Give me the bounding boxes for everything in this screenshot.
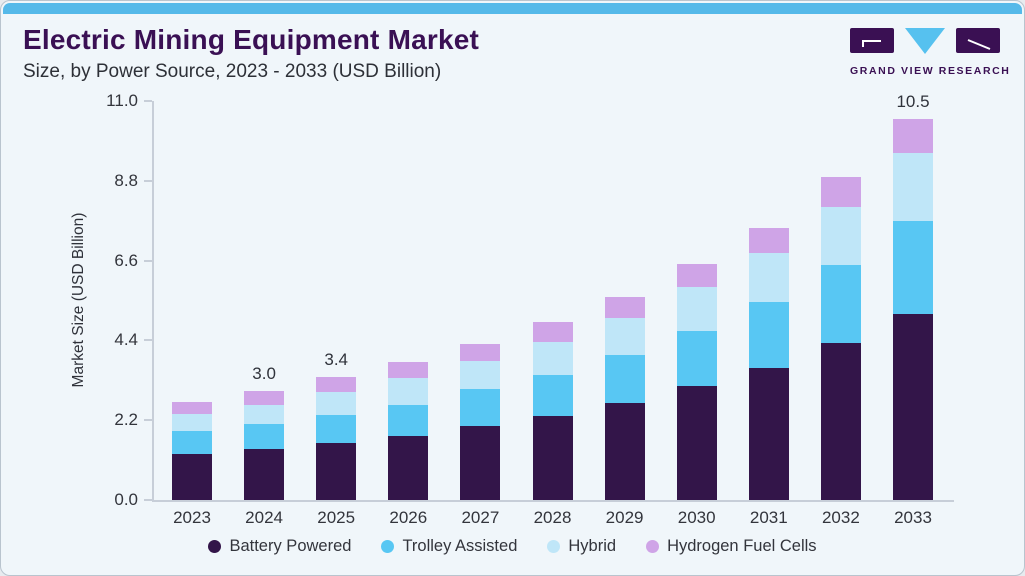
bar-segment-2027-hydrogen-fuel-cells: [460, 344, 501, 361]
x-axis-label-2032: 2032: [821, 508, 860, 527]
y-axis-tick: [144, 499, 152, 501]
y-tick-label: 8.8: [114, 170, 138, 190]
x-axis-label-2027: 2027: [461, 508, 500, 527]
legend-item-battery-powered: Battery Powered: [208, 537, 351, 556]
x-axis-label-2031: 2031: [749, 508, 788, 527]
legend-label: Trolley Assisted: [402, 537, 518, 555]
bar-segment-2023-hydrogen-fuel-cells: [172, 402, 212, 415]
y-tick-label: 11.0: [106, 91, 138, 110]
x-axis-label-2023: 2023: [173, 508, 211, 527]
legend-label: Hybrid: [568, 537, 617, 555]
bar-segment-2025-hybrid: [316, 391, 357, 416]
bar-segment-2025-battery-powered: [316, 443, 357, 500]
legend-swatch-icon: [646, 540, 660, 553]
bar-segment-2031-hybrid: [748, 253, 789, 302]
x-axis-label-2033: 2033: [894, 508, 932, 527]
bar-segment-2032-hydrogen-fuel-cells: [820, 177, 861, 207]
y-axis-tick: [144, 419, 152, 422]
bar-segment-2032-hybrid: [820, 206, 861, 265]
bar-segment-2024-hydrogen-fuel-cells: [244, 391, 285, 405]
bar-segment-2030-hybrid: [676, 287, 717, 331]
y-tick-label: 6.6: [114, 250, 138, 270]
bar-segment-2027-battery-powered: [460, 425, 501, 500]
x-axis-label-2030: 2030: [677, 508, 716, 527]
legend-item-trolley-assisted: Trolley Assisted: [381, 537, 517, 556]
bar-segment-2026-hybrid: [388, 378, 429, 405]
legend-item-hybrid: Hybrid: [547, 537, 616, 556]
bar-segment-2026-battery-powered: [388, 436, 429, 500]
bar-segment-2028-hydrogen-fuel-cells: [532, 322, 573, 342]
x-axis-label-2024: 2024: [245, 508, 283, 527]
bar-segment-2029-hydrogen-fuel-cells: [604, 296, 645, 319]
bar-segment-2031-hydrogen-fuel-cells: [748, 227, 789, 254]
y-tick-label: 4.4: [114, 330, 138, 350]
logo-marks: [850, 28, 1000, 59]
page-title: Electric Mining Equipment Market: [23, 24, 480, 55]
bar-segment-2030-trolley-assisted: [676, 330, 717, 387]
bar-segment-2027-trolley-assisted: [460, 389, 501, 426]
bar-segment-2031-battery-powered: [748, 367, 789, 500]
top-accent-bar: [3, 3, 1022, 14]
bar-segment-2033-hybrid: [893, 152, 933, 222]
logo-r-block-icon: [956, 28, 1000, 58]
page-subtitle: Size, by Power Source, 2023 - 2033 (USD …: [23, 60, 442, 82]
bar-segment-2033-trolley-assisted: [893, 221, 933, 314]
plot-area: 0.0 2.2 4.4 6.6 8.8 11.0 2023 2024 3.0 2025 3.4 202…: [106, 91, 954, 527]
x-axis-label-2025: 2025: [317, 508, 356, 527]
bar-segment-2028-trolley-assisted: [532, 374, 573, 416]
bar-total-label-2033: 10.5: [896, 92, 930, 112]
bar-segment-2026-trolley-assisted: [388, 404, 429, 437]
y-tick-label: 0.0: [114, 490, 138, 509]
bar-segment-2023-trolley-assisted: [172, 431, 212, 454]
bar-segment-2027-hybrid: [460, 360, 501, 390]
bar-segment-2024-hybrid: [244, 404, 285, 425]
bar-segment-2024-trolley-assisted: [244, 424, 285, 450]
bar-segment-2023-hybrid: [172, 414, 212, 432]
legend-label: Hydrogen Fuel Cells: [667, 537, 817, 555]
bar-segment-2025-hydrogen-fuel-cells: [316, 376, 357, 392]
y-axis-title: Market Size (USD Billion): [70, 212, 87, 388]
logo-v-triangle-icon: [905, 28, 945, 59]
bar-segment-2032-trolley-assisted: [820, 264, 861, 343]
legend-item-hydrogen-fuel-cells: Hydrogen Fuel Cells: [646, 537, 817, 556]
bar-total-label-2024: 3.0: [252, 364, 276, 384]
x-axis-label-2029: 2029: [605, 508, 644, 527]
y-axis-tick: [144, 339, 152, 342]
bar-total-label-2025: 3.4: [324, 349, 348, 369]
bar-segment-2023-battery-powered: [172, 453, 212, 500]
x-axis-label-2026: 2026: [389, 508, 428, 527]
grand-view-research-logo: GRAND VIEW RESEARCH: [850, 28, 1011, 77]
legend-swatch-icon: [381, 540, 395, 553]
bar-segment-2028-battery-powered: [532, 415, 573, 500]
logo-text: GRAND VIEW RESEARCH: [850, 65, 1011, 77]
bar-segment-2029-hybrid: [604, 318, 645, 355]
legend-swatch-icon: [547, 540, 561, 553]
legend-label: Battery Powered: [229, 537, 352, 555]
bar-segment-2029-trolley-assisted: [604, 354, 645, 404]
bar-segment-2028-hybrid: [532, 341, 573, 375]
x-axis-label-2028: 2028: [533, 508, 572, 527]
y-axis-tick: [144, 259, 152, 262]
bar-segment-2029-battery-powered: [604, 403, 645, 500]
legend: Battery Powered Trolley Assisted Hybrid Hyd…: [1, 537, 1024, 556]
bar-segment-2025-trolley-assisted: [316, 415, 357, 444]
chart-header: Electric Mining Equipment Market Size, b…: [23, 24, 480, 83]
y-tick-label: 2.2: [114, 410, 138, 430]
y-axis-tick: [144, 100, 152, 102]
logo-g-block-icon: [850, 28, 894, 58]
bar-segment-2031-trolley-assisted: [748, 301, 789, 368]
y-axis-tick: [144, 179, 152, 182]
bar-segment-2030-battery-powered: [676, 386, 717, 500]
bar-segment-2030-hydrogen-fuel-cells: [676, 264, 717, 288]
bar-segment-2024-battery-powered: [244, 449, 285, 500]
bar-segment-2033-battery-powered: [893, 313, 933, 500]
legend-swatch-icon: [208, 540, 222, 553]
bar-segment-2033-hydrogen-fuel-cells: [893, 119, 933, 153]
bar-segment-2026-hydrogen-fuel-cells: [388, 362, 429, 379]
bar-segment-2032-battery-powered: [820, 342, 861, 500]
